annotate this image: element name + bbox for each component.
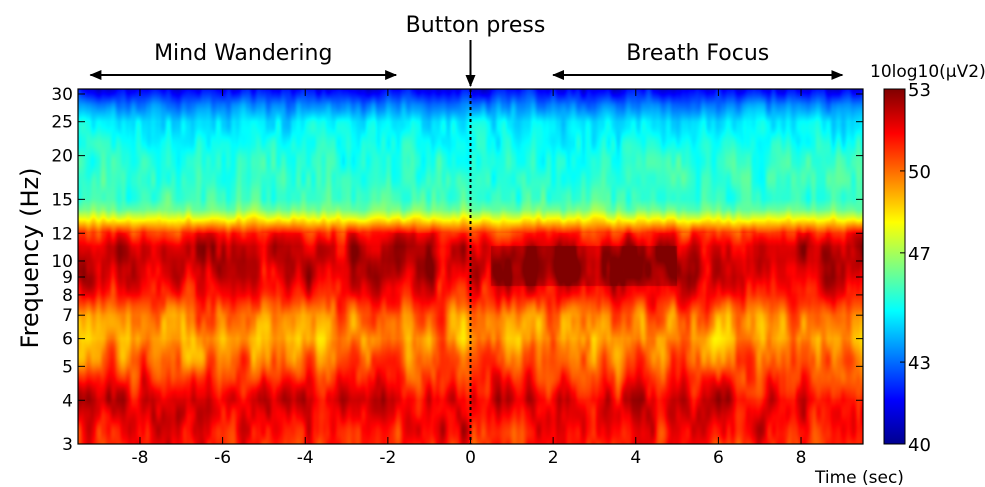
y-tick-label: 7 (62, 306, 73, 326)
y-tick-label: 6 (62, 330, 73, 350)
colorbar (883, 88, 906, 445)
x-tick-label: 8 (796, 448, 807, 468)
x-tick-label: -6 (214, 448, 231, 468)
x-tick-label: 4 (630, 448, 641, 468)
y-tick-label: 5 (62, 357, 73, 377)
x-tick-label: 0 (465, 448, 476, 468)
y-tick-label: 15 (51, 190, 73, 210)
y-tick-label: 30 (51, 85, 73, 105)
y-tick-label: 8 (62, 286, 73, 306)
y-tick-label: 20 (51, 147, 73, 167)
colorbar-label: 10log10(μV2) (870, 62, 985, 82)
y-tick-label: 10 (51, 252, 73, 272)
button-press-label: Button press (406, 13, 546, 38)
x-tick-label: 2 (548, 448, 559, 468)
breath-focus-label: Breath Focus (626, 41, 769, 66)
colorbar-tick-label: 53 (908, 80, 931, 101)
x-axis-label: Time (sec) (814, 468, 904, 487)
colorbar-ticks: 40 43 47 50 53 (900, 80, 931, 456)
x-tick-label: -4 (297, 448, 314, 468)
x-tick-label: -8 (131, 448, 148, 468)
x-axis-ticks: -8 -6 -4 -2 0 2 4 6 8 (131, 89, 806, 468)
y-tick-label: 12 (51, 224, 73, 244)
y-tick-label: 25 (51, 113, 73, 133)
x-tick-label: 6 (713, 448, 724, 468)
y-tick-label: 9 (62, 268, 73, 288)
mind-wandering-label: Mind Wandering (154, 41, 332, 66)
y-tick-label: 4 (62, 391, 73, 411)
colorbar-tick-label: 47 (908, 244, 931, 265)
x-tick-label: -2 (379, 448, 396, 468)
colorbar-tick-label: 50 (908, 162, 931, 183)
colorbar-tick-label: 43 (908, 353, 931, 374)
y-tick-label: 3 (62, 435, 73, 455)
y-axis-label: Frequency (Hz) (16, 168, 44, 349)
colorbar-tick-label: 40 (908, 435, 931, 456)
